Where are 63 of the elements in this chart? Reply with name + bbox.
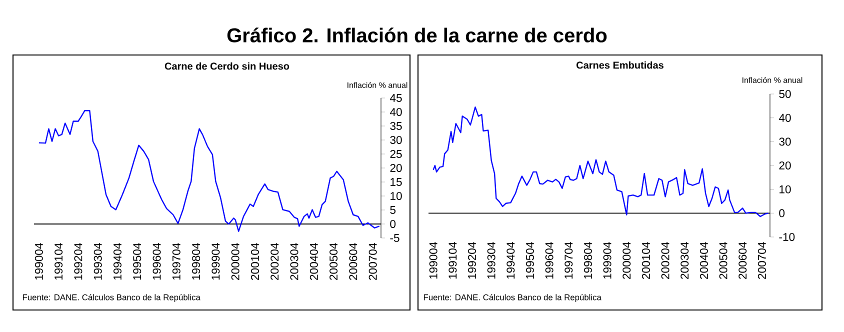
y-tick-label: 30	[779, 138, 791, 146]
x-tick-label: 199304	[487, 242, 496, 279]
y-tick-label: 40	[778, 114, 791, 122]
x-tick-label: 200404	[700, 242, 708, 279]
x-tick-label: 199504	[526, 242, 534, 279]
x-tick-label: 200204	[661, 242, 670, 279]
y-tick-label: 0	[779, 209, 785, 218]
x-tick-label: 199604	[545, 242, 554, 279]
y-tick-label: -10	[779, 232, 795, 241]
y-tick-label: 25	[390, 150, 402, 158]
y-tick-label: 50	[779, 90, 791, 98]
x-tick-label: 199404	[506, 242, 515, 279]
y-tick-label: 15	[390, 178, 402, 186]
x-tick-label: 200604	[349, 243, 358, 280]
x-tick-label: 200504	[330, 243, 338, 280]
x-tick-label: 200504	[719, 242, 728, 279]
x-tick-label: 200204	[270, 243, 279, 280]
y-tick-label: 0	[390, 220, 396, 228]
x-tick-label: 199904	[212, 243, 220, 280]
y-tick-label: 40	[390, 108, 402, 116]
chart-title: Gráfico 2. Inflación de la carne de cerdo	[227, 28, 607, 42]
x-tick-label: 199304	[94, 243, 102, 280]
x-tick-label: 199704	[172, 243, 180, 280]
y-tick-label: 5	[390, 206, 396, 214]
chart-title: Carnes Embutidas	[576, 61, 664, 69]
x-tick-label: 199404	[113, 243, 122, 280]
x-tick-label: 200404	[310, 243, 318, 280]
y-tick-label: 10	[780, 185, 791, 194]
y-tick-label: 45	[390, 94, 402, 102]
line-series	[432, 106, 769, 218]
x-tick-label: 199904	[603, 242, 612, 279]
x-tick-label: 200704	[758, 242, 766, 279]
x-tick-label: 199504	[133, 243, 142, 280]
x-tick-label: 200304	[680, 242, 689, 279]
x-tick-label: 200604	[738, 242, 747, 279]
y-tick-label: -5	[390, 234, 400, 242]
x-tick-label: 200104	[642, 242, 650, 279]
x-tick-label: 199804	[584, 242, 592, 279]
x-tick-label: 199604	[152, 243, 161, 280]
x-tick-label: 199004	[34, 243, 43, 280]
x-tick-label: 200004	[231, 243, 240, 280]
y-tick-label: 10	[390, 192, 402, 200]
x-tick-label: 199104	[448, 242, 457, 279]
x-tick-label: 200304	[290, 243, 298, 280]
x-tick-label: 199704	[564, 242, 573, 279]
y-axis-title: Inflación % anual	[742, 77, 802, 83]
source-note: Fuente: DANE. Cálculos Banco de la República	[22, 294, 200, 302]
x-tick-label: 200104	[250, 243, 259, 280]
x-tick-label: 199204	[468, 242, 476, 279]
y-tick-label: 20	[390, 164, 402, 172]
x-tick-label: 199104	[54, 243, 63, 280]
x-tick-label: 199804	[192, 243, 200, 280]
y-tick-label: 20	[779, 161, 791, 170]
x-tick-label: 199004	[429, 242, 438, 279]
chart-subtitle: Carne de Cerdo sin Hueso	[164, 62, 290, 70]
x-tick-label: 200704	[368, 243, 377, 280]
line-series	[38, 110, 380, 232]
source-note: Fuente: DANE. Cálculos Banco de la República	[424, 294, 602, 302]
y-axis-title: Inflación % anual	[348, 82, 408, 88]
y-tick-label: 30	[390, 136, 402, 144]
y-tick-label: 35	[390, 122, 402, 130]
x-tick-label: 200004	[622, 242, 631, 279]
x-tick-label: 199204	[74, 243, 82, 280]
